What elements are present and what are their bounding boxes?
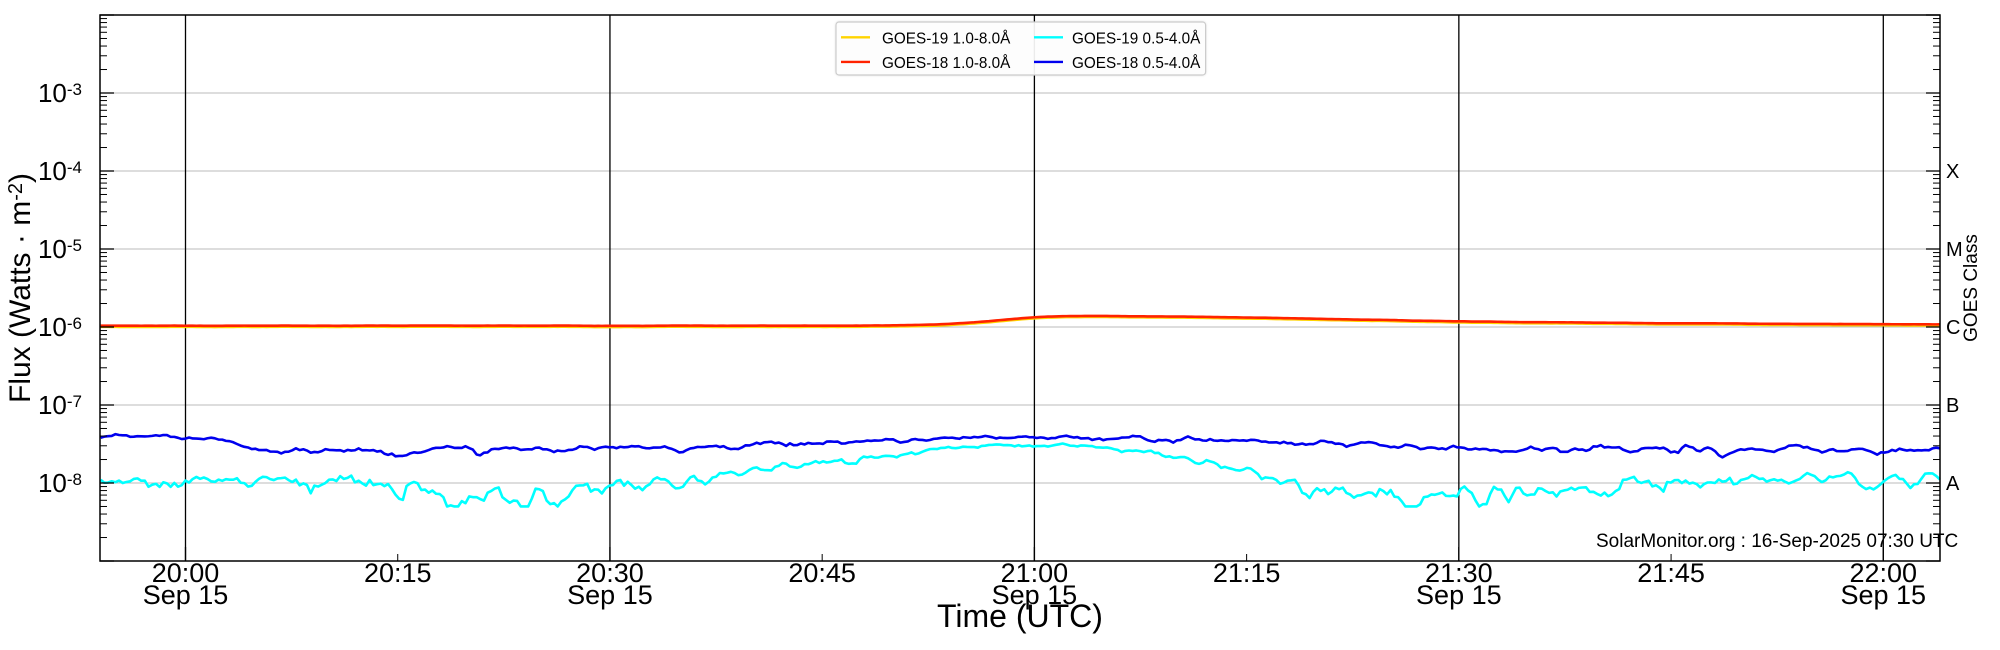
svg-text:20:45: 20:45 <box>788 558 856 588</box>
svg-text:C: C <box>1946 317 1960 339</box>
svg-text:21:15: 21:15 <box>1213 558 1281 588</box>
svg-text:B: B <box>1946 395 1959 417</box>
svg-text:GOES Class: GOES Class <box>1961 234 1982 342</box>
svg-text:M: M <box>1946 239 1963 261</box>
svg-text:Sep 15: Sep 15 <box>143 580 229 610</box>
svg-text:GOES-18 0.5-4.0Å: GOES-18 0.5-4.0Å <box>1072 55 1201 72</box>
svg-text:Time (UTC): Time (UTC) <box>937 598 1103 634</box>
svg-text:21:45: 21:45 <box>1637 558 1705 588</box>
svg-text:20:15: 20:15 <box>364 558 432 588</box>
svg-text:GOES-19 0.5-4.0Å: GOES-19 0.5-4.0Å <box>1072 30 1201 47</box>
svg-text:Sep 15: Sep 15 <box>567 580 653 610</box>
svg-text:A: A <box>1946 473 1960 495</box>
svg-text:GOES-19 1.0-8.0Å: GOES-19 1.0-8.0Å <box>882 30 1011 47</box>
svg-text:Sep 15: Sep 15 <box>1416 580 1502 610</box>
svg-text:Flux (Watts · m-2): Flux (Watts · m-2) <box>4 173 37 403</box>
svg-text:Sep 15: Sep 15 <box>1841 580 1927 610</box>
svg-text:X: X <box>1946 161 1959 183</box>
svg-text:SolarMonitor.org : 16-Sep-2025: SolarMonitor.org : 16-Sep-2025 07:30 UTC <box>1596 531 1958 552</box>
svg-text:GOES-18 1.0-8.0Å: GOES-18 1.0-8.0Å <box>882 55 1011 72</box>
